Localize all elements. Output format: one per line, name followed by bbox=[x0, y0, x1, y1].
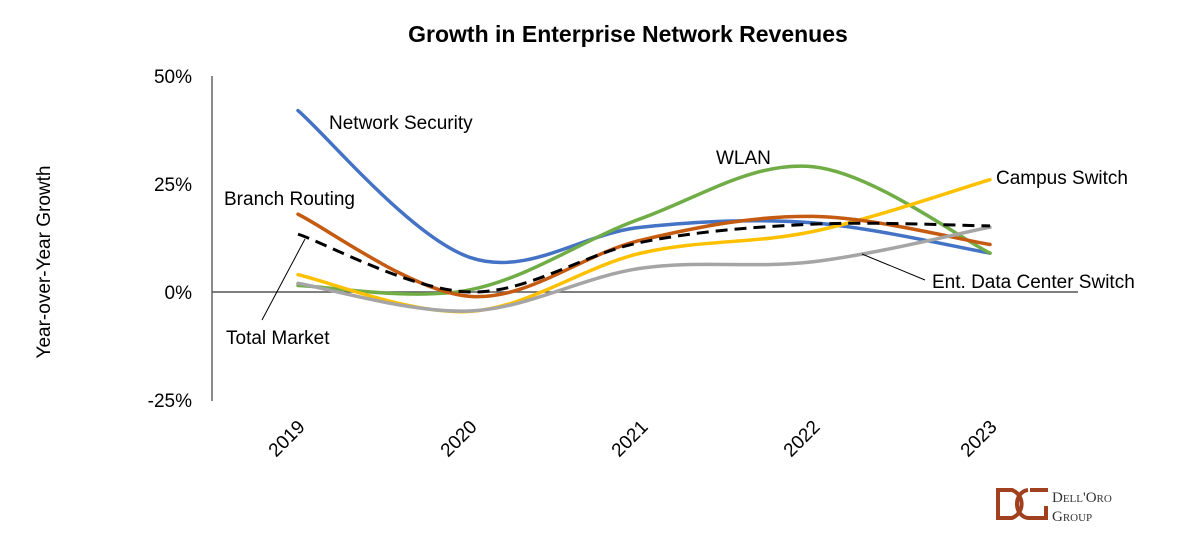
label-wlan: WLAN bbox=[716, 148, 771, 169]
y-tick-label: 50% bbox=[154, 67, 192, 88]
y-tick-label: 25% bbox=[154, 175, 192, 196]
label-campus-switch: Campus Switch bbox=[996, 168, 1128, 189]
x-tick-label: 2020 bbox=[437, 417, 482, 462]
label-total-market: Total Market bbox=[226, 328, 330, 349]
y-axis-label: Year-over-Year Growth bbox=[34, 166, 55, 359]
logo-line1: Dell'Oro bbox=[1052, 490, 1112, 506]
series-line-ent-data-center-switch bbox=[296, 225, 992, 313]
series-line-network-security bbox=[296, 108, 992, 265]
y-tick-label: -25% bbox=[148, 391, 192, 412]
label-branch-routing: Branch Routing bbox=[224, 189, 355, 210]
x-tick-label: 2019 bbox=[265, 417, 310, 462]
logo-line2: Group bbox=[1052, 509, 1092, 525]
series-line-total-market bbox=[297, 221, 991, 294]
dg-monogram-icon bbox=[996, 488, 1048, 521]
x-tick-label: 2022 bbox=[780, 417, 825, 462]
series-line-wlan bbox=[296, 164, 992, 296]
label-ent-dc-switch: Ent. Data Center Switch bbox=[932, 272, 1135, 293]
leader-total-market bbox=[261, 238, 306, 321]
x-tick-label: 2021 bbox=[608, 417, 653, 462]
label-network-security: Network Security bbox=[329, 113, 473, 134]
x-tick-label: 2023 bbox=[957, 417, 1002, 462]
dell-oro-logo: Dell'Oro Group bbox=[996, 488, 1112, 525]
chart-title: Growth in Enterprise Network Revenues bbox=[408, 21, 848, 47]
leader-ent-dc-switch bbox=[861, 253, 926, 281]
y-tick-label: 0% bbox=[165, 283, 193, 304]
